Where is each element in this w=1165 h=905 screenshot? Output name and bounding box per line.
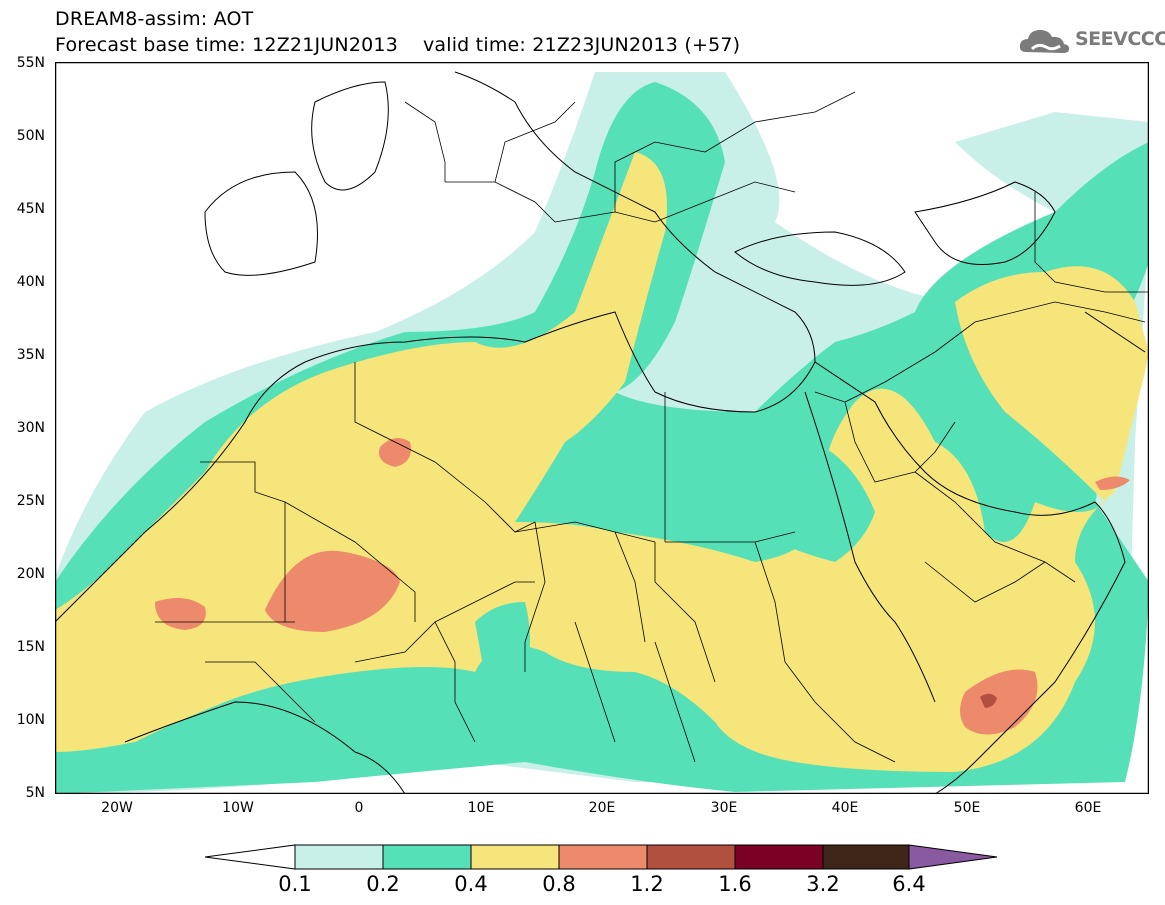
legend-swatch-0-2: [382, 844, 472, 870]
lat-label: 10N: [16, 712, 45, 728]
legend-label: 0.8: [542, 872, 576, 896]
legend-label: 0.1: [278, 872, 312, 896]
legend-swatch-above-6-4: [908, 844, 998, 870]
lat-label: 20N: [16, 566, 45, 582]
chart-title: DREAM8-assim: AOT: [55, 8, 254, 30]
legend-label: 0.2: [366, 872, 400, 896]
lat-label: 50N: [16, 128, 45, 144]
legend-label: 0.4: [454, 872, 488, 896]
lat-label: 5N: [25, 785, 45, 801]
lon-label: 50E: [953, 800, 981, 816]
legend-swatch-below-0-1: [205, 844, 296, 870]
legend-label: 3.2: [806, 872, 840, 896]
legend-swatch-1-6: [734, 844, 824, 870]
lon-label: 60E: [1074, 800, 1102, 816]
seevccc-logo: SEEVCCC: [1018, 24, 1165, 58]
lon-label: 40E: [831, 800, 859, 816]
lat-label: 25N: [16, 493, 45, 509]
lat-label: 40N: [16, 274, 45, 290]
legend-label: 6.4: [892, 872, 926, 896]
country-borders: [155, 91, 1149, 763]
legend-swatch-0-4: [470, 844, 560, 870]
lat-label: 15N: [16, 639, 45, 655]
lon-label: 30E: [710, 800, 738, 816]
lon-label: 10E: [467, 800, 495, 816]
legend-swatch-0-8: [558, 844, 648, 870]
lon-label: 20W: [101, 800, 133, 816]
logo-text: SEEVCCC: [1075, 28, 1165, 50]
forecast-time-line: Forecast base time: 12Z21JUN2013 valid t…: [55, 34, 741, 56]
legend-label: 1.2: [630, 872, 664, 896]
lat-label: 30N: [16, 420, 45, 436]
color-legend-bar: [205, 844, 998, 870]
lat-label: 35N: [16, 347, 45, 363]
lon-label: 20E: [588, 800, 616, 816]
lat-label: 55N: [16, 55, 45, 71]
legend-swatch-3-2: [822, 844, 910, 870]
legend-label: 1.6: [718, 872, 752, 896]
aot-level-1-2-region: [980, 693, 997, 708]
legend-swatch-1-2: [646, 844, 736, 870]
aot-map: [55, 62, 1149, 794]
legend-swatch-0-1: [294, 844, 384, 870]
cloud-icon: [1019, 30, 1070, 53]
lon-label: 0: [354, 800, 364, 816]
coastlines: [55, 71, 1146, 794]
lon-label: 10W: [222, 800, 254, 816]
lat-label: 45N: [16, 201, 45, 217]
